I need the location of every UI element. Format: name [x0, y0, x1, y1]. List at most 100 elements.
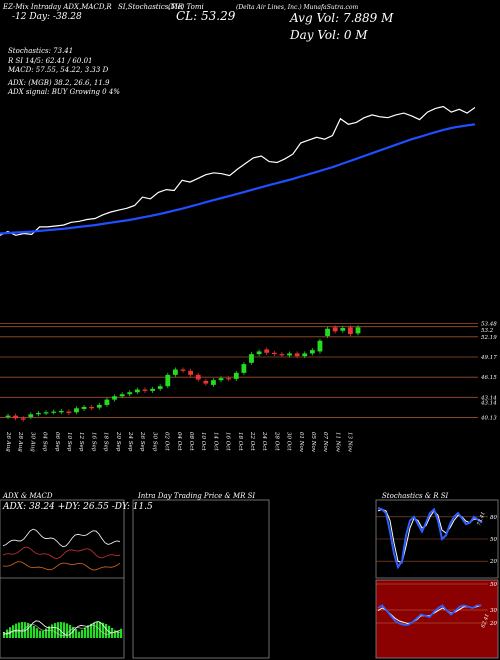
panel-stoch-title: Stochastics & R SI [382, 492, 449, 500]
price-axis-label: 52.19 [481, 335, 497, 341]
price-axis-label: 40.13 [480, 415, 497, 421]
date-label: 11 Nov [334, 432, 340, 453]
macd-bar [72, 626, 75, 638]
candle [172, 369, 178, 375]
macd-bar [54, 623, 57, 638]
header-day-vol: Day Vol: 0 M [290, 28, 368, 42]
rsi-value-label: 62.41 [480, 613, 491, 629]
candle [325, 328, 330, 337]
candle [28, 414, 34, 417]
candle [249, 354, 254, 363]
header-avg-vol: Avg Vol: 7.889 M [290, 11, 394, 25]
stat-stochastics: Stochastics: 73.41 [8, 47, 74, 55]
date-label: 16 Sep [90, 432, 96, 452]
candle [43, 412, 49, 414]
stoch-d-line [377, 508, 483, 564]
macd-bar [60, 622, 63, 638]
macd-bar [27, 622, 30, 638]
macd-bar [33, 626, 36, 638]
price-axis-label: 49.17 [480, 355, 497, 361]
header-cl: CL: 53.29 [176, 9, 236, 23]
candle [127, 392, 133, 395]
date-label: 20 Sep [115, 431, 121, 452]
sma-line [0, 123, 476, 235]
candle [150, 388, 155, 391]
panel-intraday-title: Intra Day Trading Price & MR SI [138, 492, 256, 500]
date-label: 14 Oct [212, 432, 218, 451]
candle [134, 389, 140, 393]
price-axis-label: 53.48 [481, 321, 497, 327]
panel-adx-macd-title: ADX & MACD [3, 492, 53, 500]
candle [302, 353, 308, 357]
candle [271, 352, 277, 355]
candle [218, 378, 224, 381]
stoch-axis-label: 80 [490, 515, 497, 521]
date-label: 10 Sep [66, 432, 72, 452]
rsi-line [377, 604, 482, 626]
candle [294, 353, 300, 357]
price-axis-label: 53.2 [481, 328, 494, 334]
header-left-top: EZ-Mix Intraday ADX,MACD,R [3, 3, 112, 11]
adx-readout: ADX: 38.24 +DY: 26.55 -DY: 11.5 [3, 502, 153, 512]
candle [13, 415, 19, 419]
macd-bar [39, 630, 42, 638]
candle [104, 399, 110, 405]
stat-macd: MACD: 57.55, 54.22, 3.33 D [8, 66, 109, 74]
header-title: (Delta Air Lines, Inc.) MunafaSutra.com [236, 4, 359, 11]
candle [66, 411, 72, 413]
macd-bar [75, 629, 78, 638]
candle [317, 340, 323, 352]
candle [112, 396, 117, 400]
date-label: 08 Oct [188, 432, 194, 451]
date-label: 26 Sep [139, 431, 145, 452]
macd-bar [57, 622, 60, 638]
rsi-axis-label: 50 [490, 582, 497, 588]
candle [226, 378, 232, 380]
date-label: 30 Aug [29, 432, 35, 452]
candle [211, 380, 216, 385]
macd-bar [30, 624, 33, 638]
candle [119, 394, 125, 397]
intraday-panel [132, 499, 270, 659]
candle [180, 369, 186, 371]
macd-bar [69, 624, 72, 638]
macd-bar [3, 632, 6, 638]
candle [347, 327, 353, 335]
candle [279, 354, 285, 356]
candle [195, 374, 201, 380]
macd-bar [81, 629, 84, 638]
candle [142, 389, 148, 391]
date-label: 28 Oct [273, 431, 279, 451]
candle [332, 327, 338, 332]
header-left-sub: SI,Stochastics,MR [118, 3, 184, 11]
macd-bar [84, 627, 87, 638]
macd-bar [42, 630, 45, 638]
candle [233, 372, 239, 379]
macd-bar [87, 625, 90, 638]
macd-bar [51, 624, 54, 638]
macd-bar [63, 622, 66, 638]
macd-bar [117, 631, 120, 638]
macd-bar [48, 626, 51, 638]
date-label: 02 Oct [164, 432, 170, 451]
date-label: 13 Nov [347, 432, 353, 453]
candle [58, 410, 64, 413]
candle [165, 374, 171, 387]
candle [36, 412, 41, 415]
adx-line-orange [2, 561, 121, 571]
macd-bar [15, 623, 18, 638]
stoch-axis-label: 20 [489, 559, 497, 565]
date-label: 30 Oct [286, 432, 292, 451]
candle [74, 408, 79, 413]
date-label: 04 Sep [42, 432, 48, 452]
price-axis-label: 43.14 [480, 400, 497, 406]
header-symbol: (Tlc) Tomi [168, 3, 204, 11]
date-label: 16 Oct [225, 432, 231, 451]
price-line [0, 105, 476, 236]
candle [20, 418, 26, 420]
header-pct: -12 Day: -38.28 [12, 12, 82, 22]
stat-adx-signal: ADX signal: BUY Growing 0 4% [8, 88, 120, 96]
date-label: 18 Oct [237, 432, 243, 451]
date-label: 12 Sep [78, 432, 84, 452]
stoch-value-label: 73.41 [476, 511, 487, 527]
